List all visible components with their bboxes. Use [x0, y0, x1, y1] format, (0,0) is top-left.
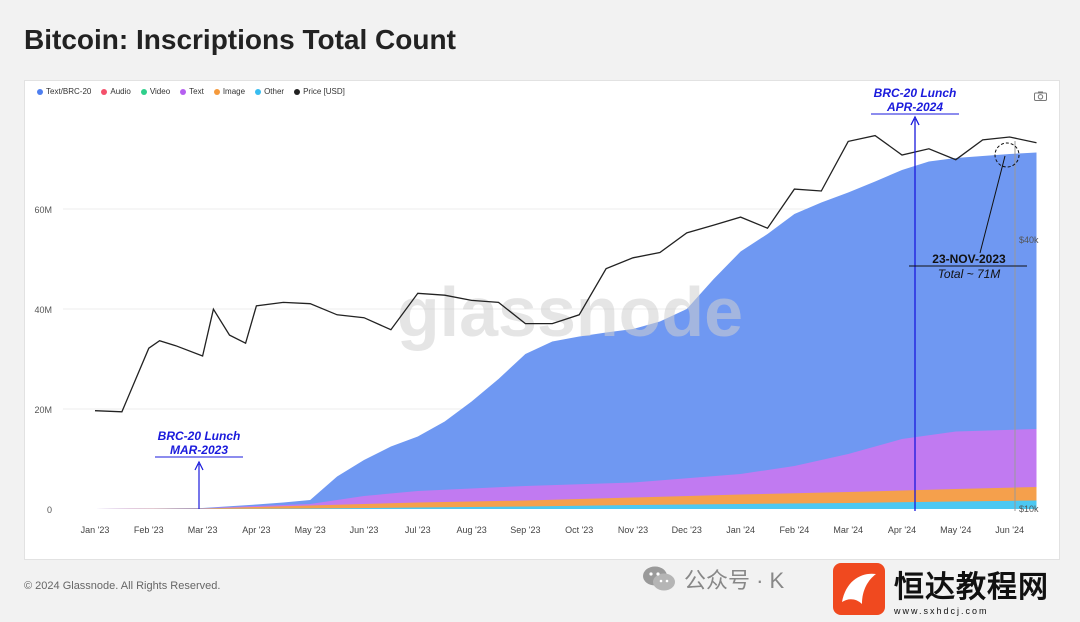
x-tick-label: Oct '23: [565, 525, 593, 535]
y2-tick-label: $40k: [1019, 235, 1039, 245]
legend-item[interactable]: Video: [140, 87, 171, 96]
y-tick-label: 20M: [34, 405, 52, 415]
legend-item[interactable]: Other: [255, 87, 284, 96]
x-tick-label: Jan '23: [81, 525, 110, 535]
legend-item[interactable]: Text/BRC-20: [37, 87, 91, 96]
x-tick-label: Jul '23: [405, 525, 431, 535]
copyright-footer: © 2024 Glassnode. All Rights Reserved.: [24, 580, 221, 592]
x-tick-label: Feb '23: [134, 525, 164, 535]
x-tick-label: May '24: [940, 525, 971, 535]
legend-item[interactable]: Text: [180, 87, 204, 96]
legend-label: Price [USD]: [303, 87, 345, 96]
area-text: [95, 429, 1037, 509]
legend-dot: [140, 88, 147, 95]
annotation-circle: [994, 142, 1020, 168]
camera-icon[interactable]: [1034, 91, 1047, 101]
annotation-arrowhead-mar: [194, 460, 204, 471]
annotation-arrowhead-apr: [910, 115, 920, 126]
legend-label: Audio: [110, 87, 131, 96]
x-tick-label: Nov '23: [618, 525, 648, 535]
legend-dot: [294, 88, 301, 95]
legend-label: Text: [189, 87, 204, 96]
annotation-brc20-apr-line2: APR-2024: [886, 100, 943, 114]
badge-url: www.sxhdcj.com: [894, 606, 989, 616]
y-tick-label: 0: [47, 505, 52, 515]
annotation-total-date: 23-NOV-2023: [932, 252, 1006, 266]
legend-dot: [255, 88, 262, 95]
legend-label: Other: [264, 87, 285, 96]
chart-plot: glassnode 0 20M 40M 60M $10k $40k Jan '23 Feb '…: [34, 86, 1039, 535]
annotation-pointer: [979, 155, 1006, 254]
x-tick-label: Jan '24: [726, 525, 755, 535]
legend-label: Text/BRC-20: [46, 87, 92, 96]
y-tick-label: 40M: [34, 305, 52, 315]
x-tick-label: Jun '23: [350, 525, 379, 535]
page-title: Bitcoin: Inscriptions Total Count: [24, 24, 456, 55]
wechat-watermark: 公众号 · K: [642, 563, 784, 595]
area-text-brc-20: [95, 152, 1037, 509]
x-tick-label: Apr '24: [888, 525, 916, 535]
chart-legend: Text/BRC-20 Audio Video Text Image Other Price…: [37, 87, 345, 96]
wechat-text: 公众号 · K: [684, 568, 785, 593]
annotation-brc20-apr-line1: BRC-20 Lunch: [874, 86, 957, 100]
watermark-glassnode: glassnode: [397, 273, 743, 351]
y-tick-label: 60M: [34, 205, 52, 215]
wechat-icon: [643, 566, 675, 591]
x-tick-label: Aug '23: [456, 525, 486, 535]
legend-label: Image: [222, 87, 246, 96]
x-tick-label: Dec '23: [672, 525, 702, 535]
legend-item[interactable]: Image: [213, 87, 246, 96]
legend-label: Video: [149, 87, 171, 96]
badge-title: 恒达教程网: [894, 571, 1049, 604]
x-tick-label: Sep '23: [510, 525, 540, 535]
legend-dot: [180, 88, 187, 95]
annotation-brc20-mar-line2: MAR-2023: [170, 443, 228, 457]
annotation-brc20-mar-line1: BRC-20 Lunch: [158, 429, 241, 443]
legend-dot: [37, 88, 43, 95]
x-tick-label: Jun '24: [995, 525, 1024, 535]
legend-item[interactable]: Price [USD]: [294, 87, 345, 96]
site-badge: 恒达教程网 www.sxhdcj.com: [832, 560, 1072, 618]
chart-card: glassnode 0 20M 40M 60M $10k $40k Jan '23 Feb '…: [24, 80, 1060, 560]
price-line: [94, 134, 1037, 413]
x-tick-label: May '23: [295, 525, 326, 535]
x-tick-label: Apr '23: [242, 525, 270, 535]
legend-dot: [101, 88, 108, 95]
x-tick-label: Mar '24: [833, 525, 863, 535]
x-tick-label: Feb '24: [780, 525, 810, 535]
annotation-total-value: Total ~ 71M: [938, 267, 1001, 281]
y2-tick-label: $10k: [1019, 504, 1039, 514]
badge-logo-icon: [833, 563, 885, 615]
x-tick-label: Mar '23: [188, 525, 218, 535]
area-other: [95, 500, 1037, 509]
legend-dot: [213, 88, 220, 95]
legend-item[interactable]: Audio: [101, 87, 131, 96]
